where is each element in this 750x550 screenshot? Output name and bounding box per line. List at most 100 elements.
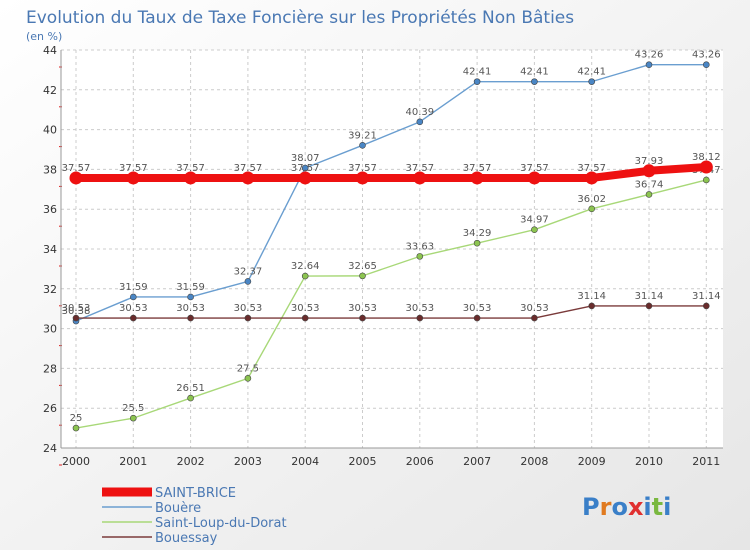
data-point-bouessay <box>416 314 424 322</box>
x-tick-label: 2009 <box>578 455 606 468</box>
data-point-bouessay <box>531 314 538 322</box>
x-tick-label: 2006 <box>406 455 434 468</box>
data-point-bouessay <box>588 302 596 310</box>
data-label-saint-brice: 37.57 <box>176 163 205 174</box>
data-label-saint-brice: 37.57 <box>577 163 606 174</box>
plot-area: 24 26 28 30 32 34 36 38 40 42 44 2000 2001 2002 2003 20… <box>43 44 723 468</box>
x-tick-label: 2004 <box>291 455 319 468</box>
data-point-bou-re <box>244 278 252 285</box>
data-label-bou-re: 31.59 <box>119 282 148 293</box>
y-tick-label: 44 <box>43 44 57 57</box>
data-label-bouessay: 30.53 <box>405 303 434 314</box>
data-point-saint-loup-du-dorat <box>702 176 710 184</box>
data-label-saint-loup-du-dorat: 32.64 <box>291 261 320 272</box>
data-point-saint-loup-du-dorat <box>531 226 538 233</box>
data-label-saint-brice: 37.93 <box>635 156 664 167</box>
data-label-bou-re: 42.41 <box>520 67 549 78</box>
data-label-saint-loup-du-dorat: 36.02 <box>577 194 606 205</box>
logo-letter: i <box>643 493 651 521</box>
data-point-saint-loup-du-dorat <box>473 239 481 247</box>
data-point-saint-brice <box>699 160 713 174</box>
data-label-bouessay: 31.14 <box>635 291 664 302</box>
data-point-bou-re <box>301 164 309 172</box>
y-tick-label: 34 <box>43 243 57 256</box>
x-tick-label: 2000 <box>62 455 90 468</box>
data-point-saint-loup-du-dorat <box>130 414 137 422</box>
data-label-bouessay: 30.53 <box>348 303 377 314</box>
data-label-bouessay: 30.53 <box>234 303 263 314</box>
data-label-bouessay: 30.53 <box>520 303 549 314</box>
data-point-saint-loup-du-dorat <box>187 394 194 402</box>
data-point-bou-re <box>416 118 424 126</box>
data-point-saint-brice <box>184 171 198 185</box>
data-point-bouessay <box>187 314 194 322</box>
x-tick-label: 2003 <box>234 455 262 468</box>
logo-letter: r <box>600 493 612 521</box>
logo-letter: i <box>663 493 671 521</box>
data-label-saint-brice: 37.57 <box>291 163 320 174</box>
data-label-bouessay: 30.53 <box>291 303 320 314</box>
data-label-saint-brice: 37.57 <box>520 163 549 174</box>
series-line-bou-re <box>75 64 707 322</box>
logo-letter: o <box>611 493 628 521</box>
chart-title: Evolution du Taux de Taxe Foncière sur l… <box>26 8 574 28</box>
x-tick-label: 2007 <box>463 455 491 468</box>
data-label-bou-re: 40.39 <box>405 107 434 118</box>
y-tick-label: 24 <box>43 442 57 455</box>
y-tick-label: 38 <box>43 163 57 176</box>
data-point-bou-re <box>702 61 710 69</box>
data-label-saint-loup-du-dorat: 32.65 <box>348 261 377 272</box>
data-point-saint-loup-du-dorat <box>416 253 424 260</box>
data-label-bou-re: 30.38 <box>62 306 91 317</box>
data-point-saint-brice <box>356 171 369 185</box>
y-tick-label: 30 <box>43 323 57 336</box>
data-label-bou-re: 43.26 <box>635 50 664 61</box>
data-label-bouessay: 30.53 <box>463 303 492 314</box>
data-point-bouessay <box>702 302 710 310</box>
data-point-bouessay <box>645 302 653 310</box>
logo-letter: P <box>582 493 600 521</box>
y-tick-label: 36 <box>43 203 57 216</box>
y-tick-label: 26 <box>43 402 57 415</box>
data-label-saint-brice: 37.57 <box>463 163 492 174</box>
data-point-saint-brice <box>69 171 83 185</box>
data-point-bou-re <box>645 61 653 69</box>
data-point-saint-brice <box>470 171 484 185</box>
data-label-saint-brice: 37.57 <box>119 163 148 174</box>
data-point-bouessay <box>130 314 137 322</box>
legend-label-bouessay: Bouessay <box>155 531 218 546</box>
data-label-bou-re: 42.41 <box>577 67 606 78</box>
data-label-saint-loup-du-dorat: 34.97 <box>520 215 549 226</box>
series-line-bouessay <box>75 305 707 319</box>
series-line-saint-loup-du-dorat <box>75 179 707 429</box>
legend-label-saint-brice: SAINT-BRICE <box>155 486 236 501</box>
data-label-bou-re: 39.21 <box>348 130 377 141</box>
y-tick-label: 42 <box>43 84 57 97</box>
x-tick-label: 2010 <box>635 455 663 468</box>
data-label-bouessay: 31.14 <box>692 291 721 302</box>
y-tick-label: 32 <box>43 283 57 296</box>
data-point-bouessay <box>72 314 80 322</box>
data-label-bou-re: 31.59 <box>176 282 205 293</box>
data-point-bou-re <box>187 293 194 301</box>
x-tick-label: 2005 <box>349 455 377 468</box>
data-point-saint-brice <box>527 171 541 185</box>
data-point-bou-re <box>130 293 137 301</box>
data-point-saint-brice <box>241 171 255 185</box>
data-label-saint-loup-du-dorat: 25 <box>70 413 83 424</box>
data-label-saint-loup-du-dorat: 27.5 <box>237 363 259 374</box>
data-point-bou-re <box>359 142 366 149</box>
data-point-saint-loup-du-dorat <box>72 424 80 432</box>
data-label-saint-loup-du-dorat: 25.5 <box>122 403 144 414</box>
logo-letter: x <box>628 493 644 521</box>
x-tick-label: 2011 <box>692 455 720 468</box>
data-point-bouessay <box>301 314 309 322</box>
data-label-saint-brice: 37.57 <box>234 163 263 174</box>
data-label-saint-brice: 37.57 <box>62 163 91 174</box>
data-point-saint-brice <box>126 171 140 185</box>
chart-subtitle: (en %) <box>26 30 62 43</box>
y-tick-label: 28 <box>43 362 57 375</box>
legend: SAINT-BRICEBouèreSaint-Loup-du-DoratBoue… <box>102 486 287 546</box>
data-point-bouessay <box>473 314 481 322</box>
data-label-bouessay: 30.53 <box>176 303 205 314</box>
